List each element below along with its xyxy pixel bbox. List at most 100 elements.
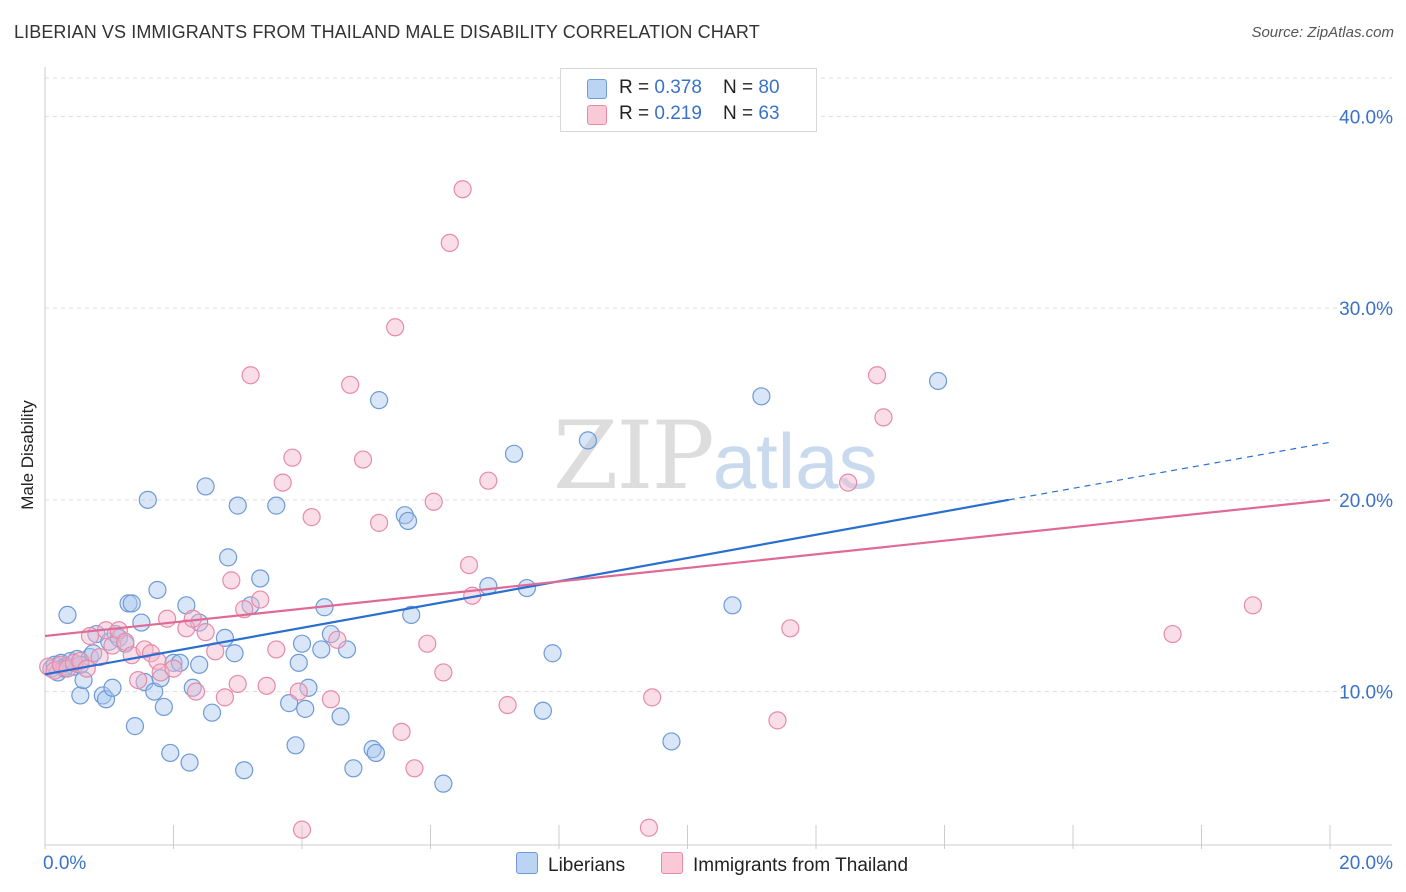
point-liberians [312,640,331,659]
point-liberians [122,594,141,613]
watermark: ZIPatlas [553,402,877,511]
point-liberians [225,644,244,663]
legend-text-liberians: R = 0.378 N = 80 [619,77,780,99]
point-liberians [151,669,170,688]
point-thailand [109,621,128,640]
bottom-legend-swatch-liberians [516,852,538,874]
correlation-legend: R = 0.378 N = 80 R = 0.219 N = 63 [560,68,817,132]
point-thailand [1163,624,1182,644]
point-thailand [639,818,659,837]
point-liberians [366,743,385,763]
point-liberians [196,477,215,496]
legend-n-value: 80 [758,77,780,98]
point-thailand [434,663,453,682]
point-thailand [129,670,148,690]
point-liberians [125,717,145,736]
point-liberians [132,613,151,632]
point-thailand [328,630,347,649]
point-thailand [418,634,437,653]
point-liberians [395,506,414,525]
point-liberians [228,496,247,515]
point-liberians [337,640,357,659]
point-liberians [96,690,116,709]
points-layer [39,180,1263,839]
point-thailand [839,473,858,492]
point-liberians [434,774,453,793]
point-thailand [302,508,321,527]
point-thailand [386,318,405,337]
legend-n-label: N = [723,77,759,98]
point-liberians [299,678,318,697]
point-thailand [405,759,424,778]
point-liberians [74,670,93,690]
point-liberians [235,761,254,780]
bottom-legend-liberians: Liberians [516,852,625,877]
point-liberians [296,699,315,718]
y-tick-label: 10.0% [1339,683,1393,704]
point-thailand [177,619,196,638]
watermark-zip: ZIP [553,402,715,511]
point-thailand [459,555,479,575]
legend-r-value: 0.378 [654,77,702,98]
chart-title: LIBERIAN VS IMMIGRANTS FROM THAILAND MAL… [14,22,760,42]
point-thailand [164,659,183,678]
axis-layer [44,67,1392,849]
trend-layer [44,441,1331,676]
point-thailand [289,682,308,701]
point-thailand [251,590,270,609]
point-thailand [148,651,167,671]
point-thailand [196,623,215,642]
point-thailand [353,450,373,469]
y-tick-label: 20.0% [1339,491,1393,512]
point-thailand [479,471,498,490]
legend-r-value: 0.219 [654,103,702,124]
point-liberians [344,759,363,778]
point-liberians [202,703,222,722]
point-thailand [273,473,292,492]
point-thailand [643,688,662,707]
point-thailand [283,448,302,467]
labels-layer: 10.0% 20.0% 30.0% 40.0% 0.0% 20.0% [43,107,1393,874]
legend-swatch-liberians [587,79,607,99]
point-thailand [781,619,800,638]
point-liberians [138,490,157,509]
point-liberians [533,701,553,720]
point-liberians [154,697,173,717]
point-liberians [578,431,598,450]
point-thailand [228,674,247,694]
point-thailand [867,366,887,385]
point-liberians [164,653,183,672]
bottom-legend-swatch-thailand [661,852,683,874]
point-thailand [292,820,312,839]
x-tick-label: 0.0% [43,853,86,874]
point-thailand [768,711,787,730]
point-thailand [215,688,234,707]
point-thailand [186,682,206,701]
point-thailand [267,640,286,659]
point-thailand [321,690,341,709]
point-liberians [161,743,180,763]
point-liberians [752,387,771,406]
point-thailand [370,513,389,532]
point-liberians [71,686,90,705]
bottom-legend-label-liberians: Liberians [548,855,626,876]
point-liberians [289,653,308,672]
point-liberians [504,444,524,463]
point-liberians [543,644,562,663]
point-liberians [190,655,209,674]
legend-swatch-thailand [587,105,607,125]
point-liberians [267,496,286,515]
point-liberians [292,634,312,653]
point-liberians [148,580,167,600]
point-thailand [222,571,241,590]
trendline-liberians-extension [1008,441,1331,501]
source-label: Source: ZipAtlas.com [1251,24,1394,41]
trendline-thailand [44,498,1331,638]
point-thailand [453,180,472,199]
point-liberians [331,707,350,726]
point-thailand [424,492,443,511]
y-tick-label: 30.0% [1339,299,1393,320]
point-liberians [251,569,270,588]
bottom-legend-thailand: Immigrants from Thailand [661,852,908,877]
